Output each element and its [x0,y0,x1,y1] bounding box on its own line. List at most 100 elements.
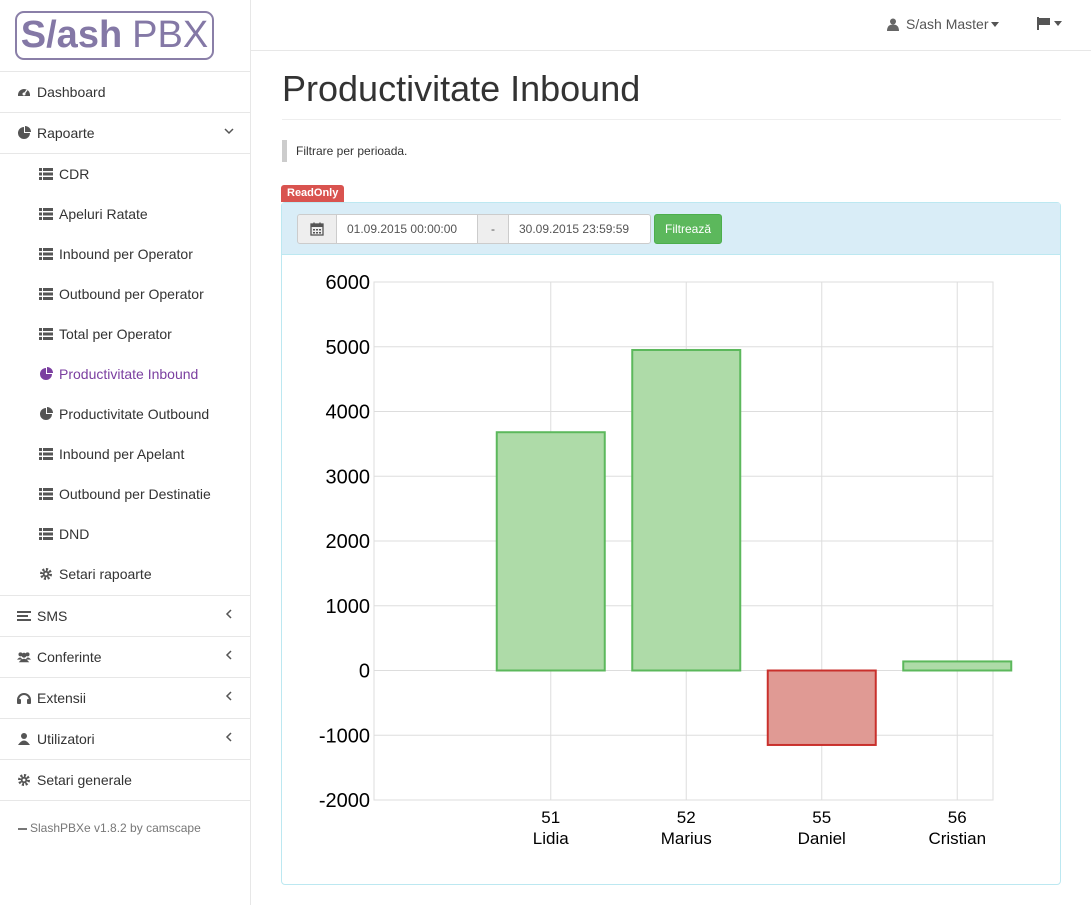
sidebar: S/ash PBX Dashboard Rapoarte CDR Apeluri … [0,0,251,905]
report-panel: 01.09.2015 00:00:00 - 30.09.2015 23:59:5… [281,202,1061,885]
nav-item-utilizatori[interactable]: Utilizatori [0,719,250,760]
pie-chart-icon [39,407,53,421]
bar-cristian [902,660,1013,672]
flag-icon [1037,17,1051,30]
submenu-item-cdr[interactable]: CDR [0,154,250,194]
date-from-input[interactable]: 01.09.2015 00:00:00 [336,214,478,244]
list-icon [39,327,53,341]
submenu-item-label: Outbound per Operator [59,286,204,302]
calendar-icon[interactable] [297,214,337,244]
y-tick-label: -1000 [319,725,370,747]
x-tick-label: 56 [948,808,967,827]
list-icon [39,287,53,301]
gear-icon [39,567,53,581]
topbar: S/ash Master [251,0,1091,51]
users-icon [17,650,31,664]
pie-chart-icon [39,367,53,381]
submenu-item-label: Inbound per Operator [59,246,193,262]
nav-item-conferinte[interactable]: Conferinte [0,637,250,678]
x-tick-label: 51 [541,808,560,827]
logo-pbx-text: PBX [132,14,209,56]
chevron-left-icon [224,649,234,663]
filter-bar: 01.09.2015 00:00:00 - 30.09.2015 23:59:5… [282,203,1060,255]
gear-icon [17,773,31,787]
version-text: SlashPBXe v1.8.2 by camscape [18,821,201,835]
nav-item-label: Utilizatori [37,731,95,747]
submenu-item-label: Productivitate Outbound [59,406,210,422]
bar-lidia [495,431,606,672]
readonly-badge: ReadOnly [281,185,345,202]
user-icon [17,732,31,746]
list-icon [39,247,53,261]
caret-down-icon [1054,21,1062,26]
submenu-item-total-per-operator[interactable]: Total per Operator [0,314,250,354]
submenu-item-dnd[interactable]: DND [0,514,250,554]
y-tick-label: -2000 [319,790,370,812]
logo-slash-text: S/ash [20,14,123,56]
version-label: SlashPBXe v1.8.2 by camscape [30,821,201,835]
y-tick-label: 5000 [326,337,371,359]
submenu-item-label: DND [59,526,90,542]
bar-daniel [766,669,877,746]
date-separator: - [477,214,509,244]
language-menu[interactable] [1037,17,1062,30]
caret-down-icon [991,21,1000,27]
submenu-item-label: CDR [59,166,90,182]
y-tick-label: 1000 [326,596,371,618]
pie-chart-icon [17,126,31,140]
chevron-left-icon [224,731,234,745]
submenu-item-label: Inbound per Apelant [59,446,185,462]
nav-item-label: Extensii [37,690,87,706]
filter-hint: Filtrare per perioada. [282,140,407,162]
page-title: Productivitate Inbound [282,68,641,109]
list-icon [39,167,53,181]
x-tick-label: 52 [677,808,696,827]
nav-item-dashboard[interactable]: Dashboard [0,72,250,113]
productivity-bar-chart: 6000 5000 4000 3000 2000 1000 0 -1000 -2000 51 Lid… [319,272,1013,848]
nav-item-label: Rapoarte [37,125,95,141]
title-divider [282,119,1061,120]
x-tick-label: Daniel [798,829,846,848]
y-tick-label: 4000 [326,402,371,424]
x-tick-label: Lidia [533,829,569,848]
submenu-item-productivitate-inbound[interactable]: Productivitate Inbound [0,354,250,394]
filter-button[interactable]: Filtrează [654,214,722,244]
nav-item-label: Setari generale [37,772,132,788]
submenu-item-apeluri-ratate[interactable]: Apeluri Ratate [0,194,250,234]
submenu-item-inbound-per-apelant[interactable]: Inbound per Apelant [0,434,250,474]
list-icon [39,487,53,501]
x-tick-label: 55 [812,808,831,827]
headphones-icon [17,691,31,705]
menu-lines-icon [17,609,31,623]
list-icon [39,207,53,221]
user-menu[interactable]: S/ash Master [887,16,1000,32]
submenu-item-outbound-per-destinatie[interactable]: Outbound per Destinatie [0,474,250,514]
chevron-down-icon [224,125,234,139]
nav-item-extensii[interactable]: Extensii [0,678,250,719]
dashboard-icon [17,85,31,99]
logo-area: S/ash PBX [0,0,250,72]
submenu-item-label: Total per Operator [59,326,172,342]
submenu-item-productivitate-outbound[interactable]: Productivitate Outbound [0,394,250,434]
date-to-input[interactable]: 30.09.2015 23:59:59 [508,214,651,244]
submenu-item-setari-rapoarte[interactable]: Setari rapoarte [0,554,250,594]
user-name: S/ash Master [906,16,989,32]
nav-item-sms[interactable]: SMS [0,596,250,637]
user-icon [887,18,899,31]
y-tick-label: 0 [359,661,370,683]
y-tick-label: 6000 [326,272,371,294]
submenu-item-inbound-per-operator[interactable]: Inbound per Operator [0,234,250,274]
logo[interactable]: S/ash PBX [15,11,214,60]
y-tick-label: 3000 [326,466,371,488]
list-icon [39,527,53,541]
list-icon [39,447,53,461]
submenu-item-label: Setari rapoarte [59,566,152,582]
submenu-item-label: Productivitate Inbound [59,366,199,382]
nav-item-rapoarte[interactable]: Rapoarte [0,113,250,154]
x-tick-label: Cristian [928,829,986,848]
submenu-item-outbound-per-operator[interactable]: Outbound per Operator [0,274,250,314]
y-tick-label: 2000 [326,531,371,553]
nav-item-setari-generale[interactable]: Setari generale [0,760,250,801]
bar-marius [631,348,742,672]
nav-menu: Dashboard Rapoarte CDR Apeluri Ratate Inbo… [0,72,250,801]
